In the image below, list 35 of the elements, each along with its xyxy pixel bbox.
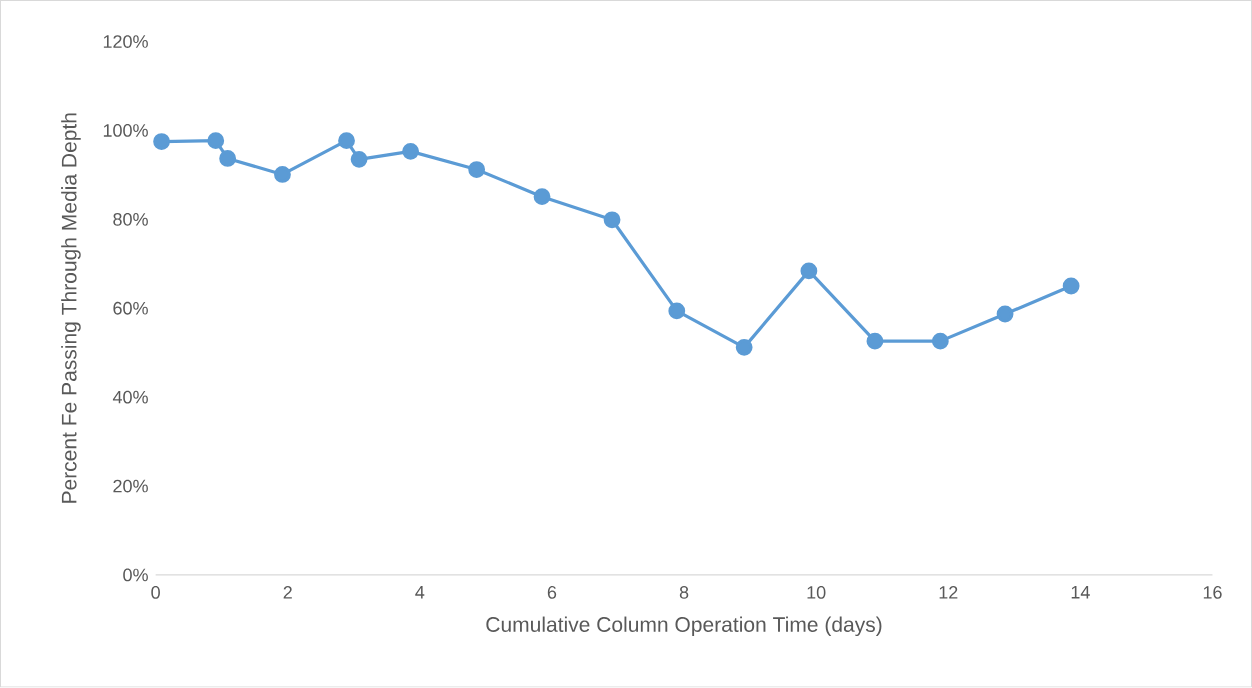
point [1062,277,1080,295]
point [207,132,225,150]
y-tick-label: 0% [123,568,148,582]
point [402,143,420,160]
point [603,211,621,229]
point [338,132,355,150]
y-axis-title: Percent Fe Passing Through Media Depth [61,113,81,503]
y-tick-label: 120% [103,35,148,49]
x-tick-label: 0 [151,586,160,600]
x-tick-label: 12 [939,586,958,599]
y-tick-label: 20% [113,479,148,493]
y-tick-label: 40% [112,390,148,404]
x-tick-label: 16 [1203,586,1222,600]
point [996,305,1014,323]
x-tick-label: 2 [283,586,292,599]
point [153,133,170,151]
point [350,151,368,168]
point [931,332,949,350]
x-tick-label: 6 [547,586,557,600]
point [668,302,686,320]
y-tick-label: 100% [103,124,148,138]
point [866,332,884,350]
point [533,188,551,206]
point [468,161,486,179]
y-tick-label: 80% [113,213,148,226]
y-tick-label: 60% [113,302,148,315]
point [274,166,291,184]
point [800,262,818,280]
x-tick-label: 10 [807,586,826,600]
x-axis-title: Cumulative Column Operation Time (days) [486,616,882,637]
x-tick-label: 4 [415,586,425,599]
point [219,150,237,168]
x-tick-label: 14 [1071,586,1090,599]
point [735,339,753,356]
x-tick-label: 8 [679,586,689,600]
